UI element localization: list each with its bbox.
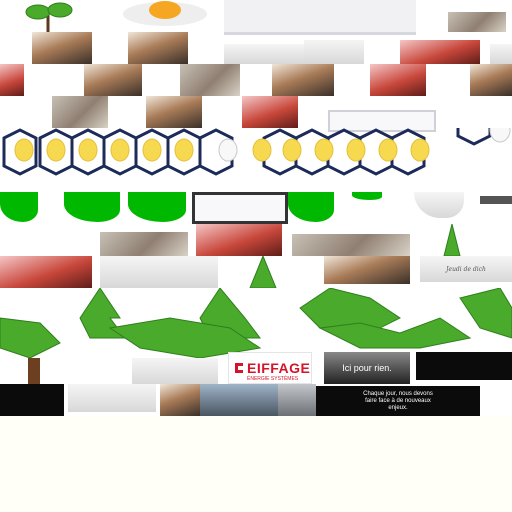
office-window-tile-2	[304, 40, 364, 64]
city-photo-1	[200, 384, 278, 416]
green-blob-4	[288, 192, 334, 222]
grey-window-tile	[224, 0, 416, 35]
dark-video-frame-2	[0, 384, 64, 416]
building-photo-1	[132, 358, 218, 384]
eiffage-logo-mark	[235, 363, 243, 373]
dark-video-frame-1	[416, 352, 512, 380]
brick-sign-photo	[242, 96, 298, 128]
grey-cloud-shape	[414, 192, 464, 218]
meeting-photo-1	[100, 232, 188, 256]
green-blob-3	[128, 192, 186, 222]
office-window-tile	[224, 44, 320, 64]
meeting-photo-2	[292, 234, 410, 256]
laptop-screen-tile	[328, 110, 436, 132]
green-blob-5	[352, 192, 382, 200]
egg-icon	[123, 1, 207, 26]
portrait-man-2	[52, 96, 108, 128]
table-meeting-photo	[324, 256, 410, 284]
orange-vest-photo-2	[146, 96, 202, 128]
eiffage-logo: EIFFAGE ÉNERGIE SYSTÈMES	[228, 352, 312, 384]
runner-photo	[160, 384, 200, 416]
brick-photo-left	[0, 64, 24, 96]
handwriting-text: Jeudi de dich	[446, 265, 486, 273]
green-blob-1	[0, 192, 38, 222]
caption-card-short: Ici pour rien.	[324, 352, 410, 384]
green-tree-mid	[249, 256, 277, 288]
office-room-photo	[100, 256, 218, 288]
green-leaves-cluster	[0, 288, 512, 384]
handwriting-note: Jeudi de dich	[420, 256, 512, 282]
worker-photo-1	[32, 32, 92, 64]
eiffage-subtitle: ÉNERGIE SYSTÈMES	[247, 376, 299, 382]
portrait-man-1	[180, 64, 240, 96]
office-photo-right	[490, 44, 512, 64]
eiffage-brand-text: EIFFAGE	[247, 360, 311, 376]
city-photo-2	[278, 384, 316, 416]
pink-sign-photo	[370, 64, 426, 96]
caption-short-text: Ici pour rien.	[342, 363, 392, 373]
brick-photo-1	[400, 40, 480, 64]
green-blob-2	[64, 192, 120, 222]
people-photo-left	[0, 256, 92, 288]
photo-corner-tile	[448, 12, 506, 32]
caption-card-long: Chaque jour, nous devons faire face à de…	[316, 386, 480, 416]
lightbulb-icon-row	[2, 128, 511, 176]
monitor-frame	[192, 192, 288, 224]
orange-vest-photo	[470, 64, 512, 96]
presenter-photo	[196, 224, 282, 256]
grey-bar-right	[480, 196, 512, 204]
plant-icon	[25, 2, 73, 34]
portrait-worker-1	[84, 64, 142, 96]
portrait-worker-2	[272, 64, 334, 96]
worker-photo-2	[128, 32, 188, 64]
caption-long-text: Chaque jour, nous devons faire face à de…	[363, 390, 433, 411]
green-tree-top	[443, 224, 461, 256]
building-photo-2	[68, 384, 156, 412]
cream-background-area	[0, 416, 512, 512]
